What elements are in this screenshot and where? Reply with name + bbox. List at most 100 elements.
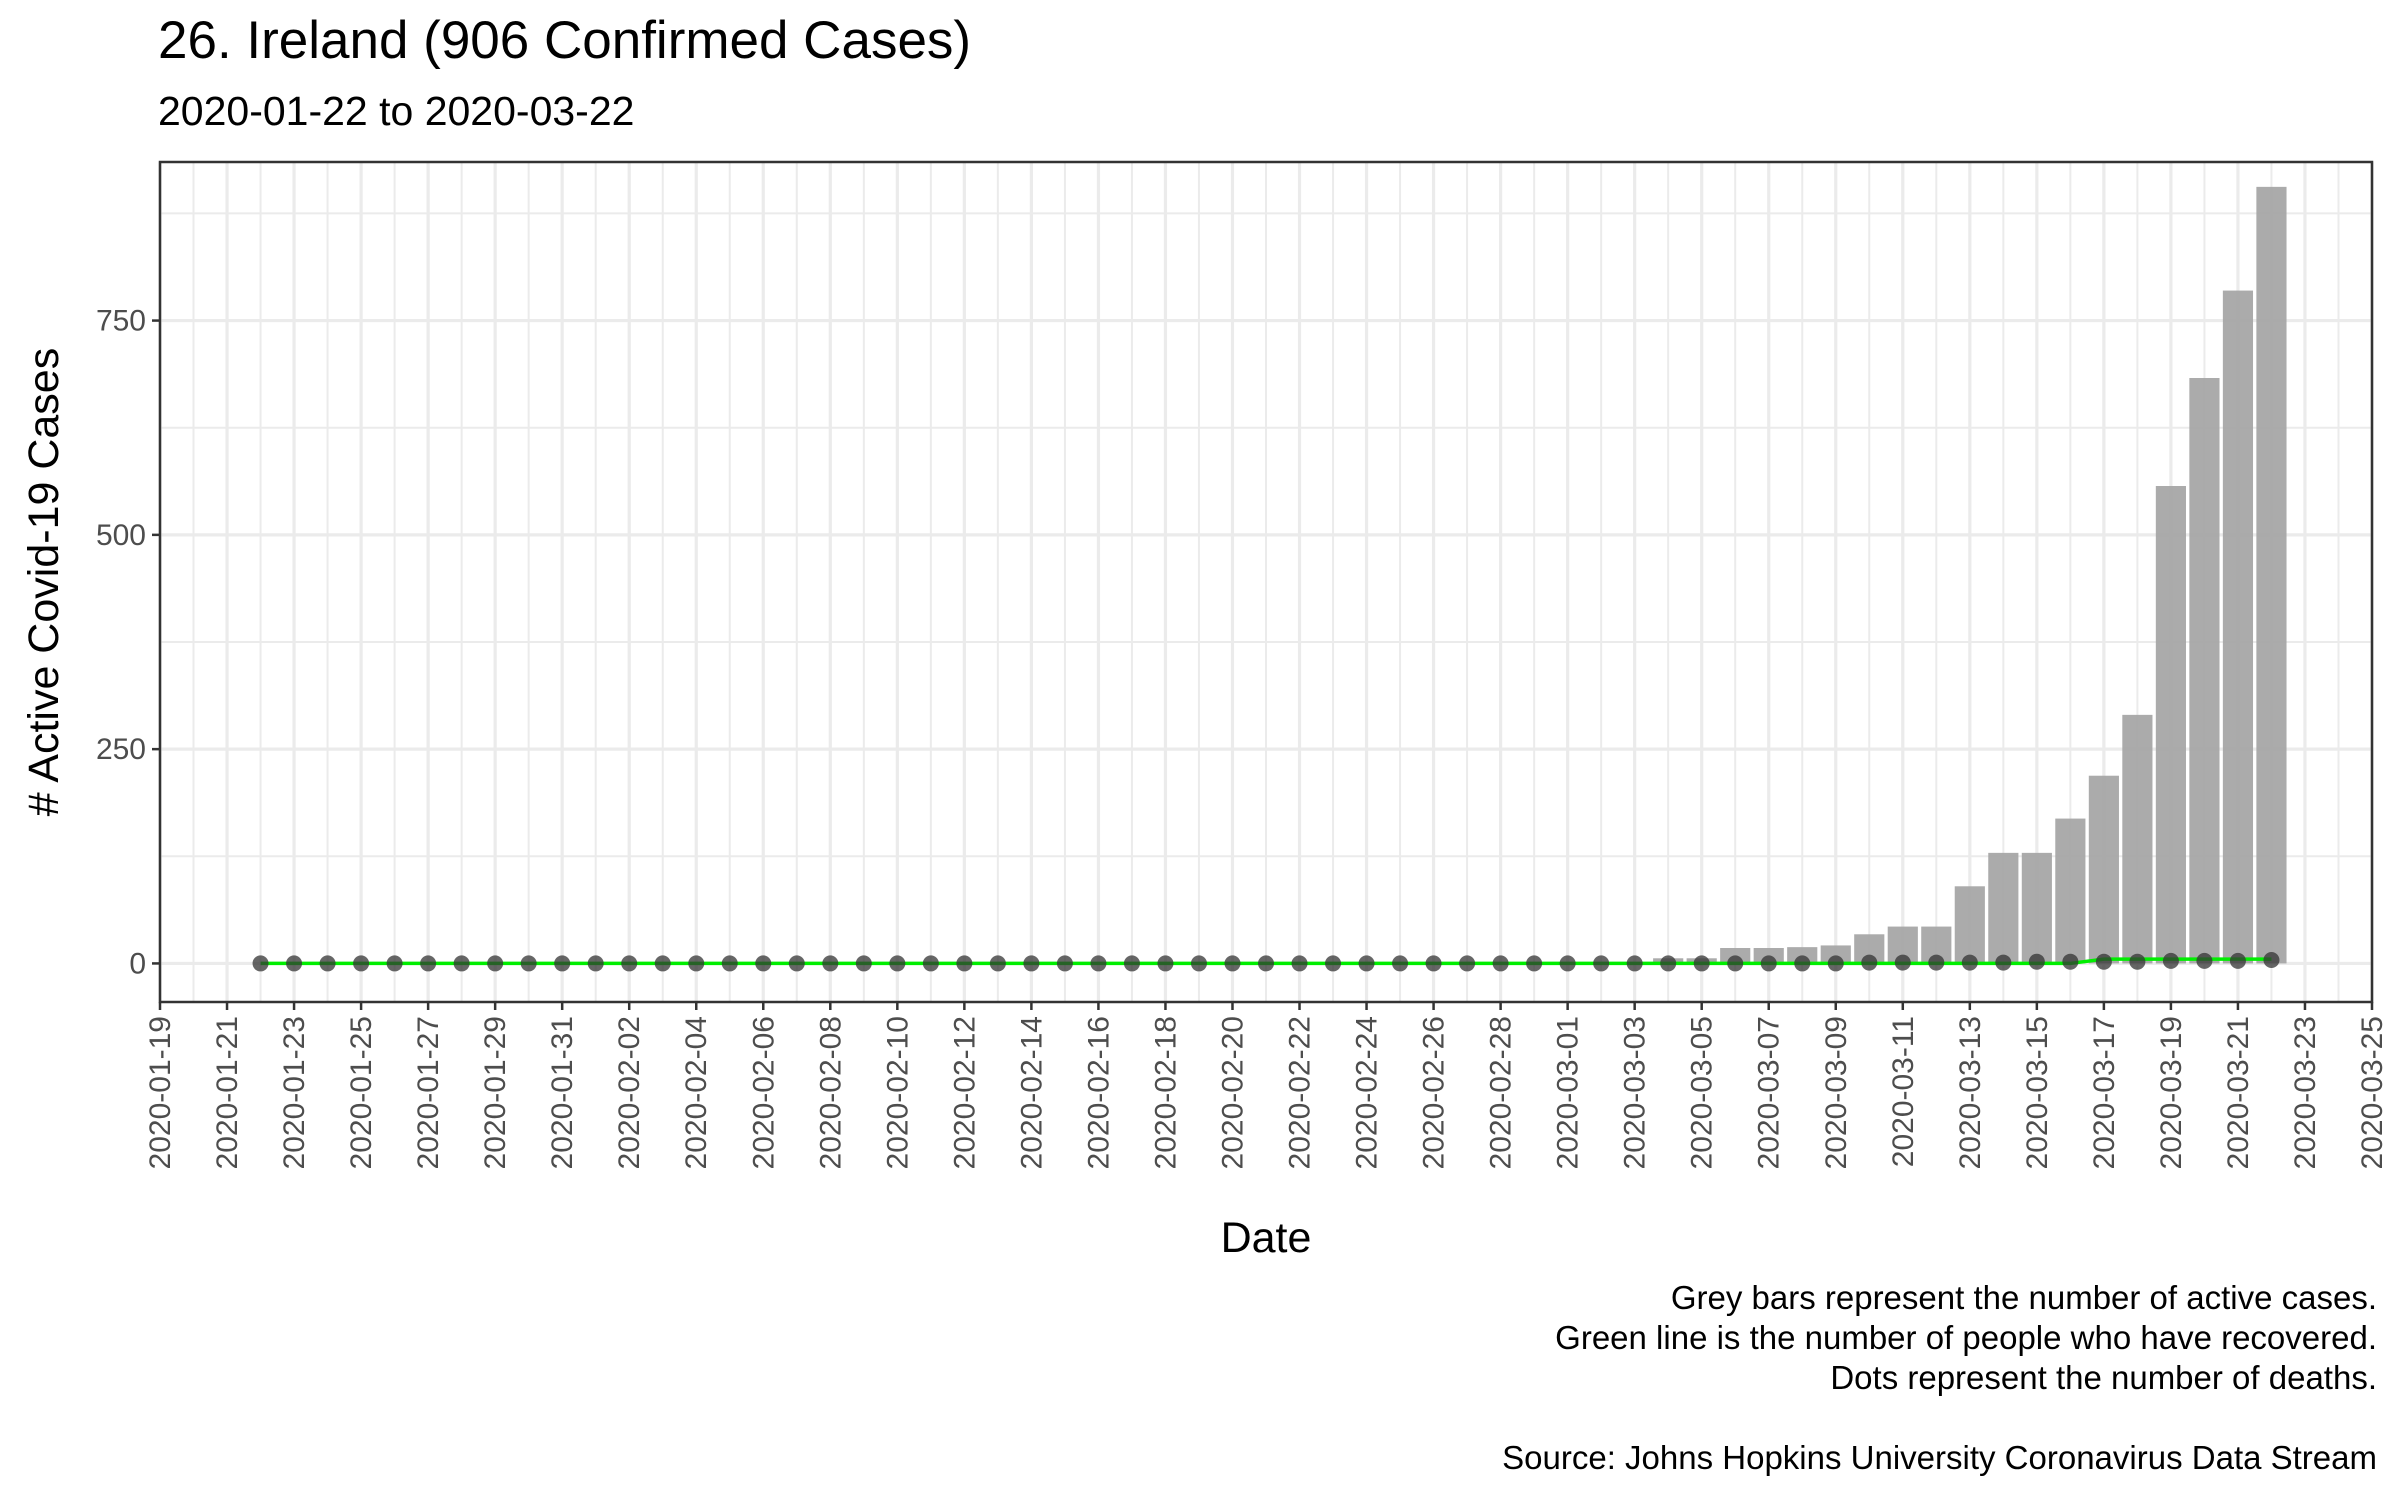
death-dot	[2129, 953, 2146, 970]
death-dot	[1794, 955, 1811, 972]
death-dot	[1827, 955, 1844, 972]
death-dot	[1693, 955, 1710, 972]
death-dot	[1425, 955, 1442, 972]
active-cases-bar	[1988, 852, 2019, 964]
death-dot	[654, 955, 671, 972]
death-dot	[1291, 955, 1308, 972]
x-tick-label: 2020-02-24	[1351, 1016, 1384, 1169]
active-cases-bar	[2055, 818, 2086, 964]
active-cases-bar	[1787, 947, 1818, 964]
active-cases-bar	[2155, 486, 2186, 964]
x-tick-label: 2020-03-17	[2088, 1016, 2121, 1169]
active-cases-bar	[2256, 186, 2287, 964]
death-dot	[520, 955, 537, 972]
active-cases-bar	[1954, 886, 1985, 964]
x-tick-label: 2020-02-04	[680, 1016, 713, 1169]
death-dot	[2162, 952, 2179, 969]
x-tick-label: 2020-02-10	[881, 1016, 914, 1169]
y-axis: 0 250 500 750	[96, 305, 160, 980]
caption-line: Dots represent the number of deaths.	[1830, 1359, 2377, 1396]
panel-border	[158, 160, 2374, 1004]
x-tick-label: 2020-03-03	[1619, 1016, 1652, 1169]
death-dot	[788, 955, 805, 972]
death-dot	[1023, 955, 1040, 972]
x-tick-label: 2020-03-15	[2021, 1016, 2054, 1169]
x-tick-label: 2020-03-23	[2289, 1016, 2322, 1169]
y-tick-label: 750	[96, 305, 146, 338]
x-tick-label: 2020-01-29	[479, 1016, 512, 1169]
caption: Grey bars represent the number of active…	[1502, 1278, 2377, 1478]
death-dot	[453, 955, 470, 972]
caption-source: Source: Johns Hopkins University Coronav…	[1502, 1439, 2377, 1476]
active-cases-bar	[2222, 290, 2254, 964]
x-tick-label: 2020-02-06	[747, 1016, 780, 1169]
x-tick-label: 2020-02-02	[613, 1016, 646, 1169]
death-dot	[353, 955, 370, 972]
death-dot	[1995, 954, 2012, 971]
death-dot	[2062, 953, 2079, 970]
active-cases-bar	[2122, 714, 2153, 964]
death-dot	[1727, 955, 1744, 972]
death-dot	[1861, 954, 1878, 971]
death-dot	[1392, 955, 1409, 972]
death-dot	[2229, 952, 2246, 969]
death-dot	[1559, 955, 1576, 972]
x-tick-label: 2020-01-27	[412, 1016, 445, 1169]
y-axis-title: # Active Covid-19 Cases	[20, 348, 68, 816]
x-tick-label: 2020-03-07	[1753, 1016, 1786, 1169]
x-tick-label: 2020-03-25	[2356, 1016, 2389, 1169]
x-axis: 2020-01-19 2020-01-21 2020-01-23 2020-01-25…	[144, 1002, 2389, 1169]
x-tick-label: 2020-01-23	[278, 1016, 311, 1169]
death-dot	[2028, 953, 2045, 970]
death-dot	[755, 955, 772, 972]
x-tick-label: 2020-02-26	[1418, 1016, 1451, 1169]
x-tick-label: 2020-02-16	[1082, 1016, 1115, 1169]
death-dot	[1123, 955, 1140, 972]
x-tick-label: 2020-02-22	[1284, 1016, 1317, 1169]
death-dot	[1593, 955, 1610, 972]
death-dot	[1961, 954, 1978, 971]
chart-title: 26. Ireland (906 Confirmed Cases)	[158, 11, 972, 70]
death-dot	[1660, 955, 1677, 972]
death-dot	[855, 955, 872, 972]
death-dot	[1157, 955, 1174, 972]
death-dot	[621, 955, 638, 972]
y-tick-label: 0	[129, 947, 146, 980]
death-dot	[688, 955, 705, 972]
deaths-dots	[252, 952, 2280, 972]
caption-line: Green line is the number of people who h…	[1555, 1319, 2377, 1356]
x-tick-label: 2020-02-20	[1216, 1016, 1249, 1169]
active-cases-bars	[1552, 186, 2287, 964]
death-dot	[1224, 955, 1241, 972]
y-tick-label: 250	[96, 733, 146, 766]
active-cases-bar	[1820, 945, 1851, 964]
x-tick-label: 2020-01-19	[144, 1016, 177, 1169]
death-dot	[1056, 955, 1073, 972]
death-dot	[922, 955, 939, 972]
death-dot	[587, 955, 604, 972]
x-tick-label: 2020-03-05	[1686, 1016, 1719, 1169]
x-tick-label: 2020-01-21	[211, 1016, 244, 1169]
active-cases-bar	[2021, 852, 2052, 964]
x-tick-label: 2020-02-28	[1485, 1016, 1518, 1169]
x-tick-label: 2020-02-14	[1015, 1016, 1048, 1169]
death-dot	[1526, 955, 1543, 972]
x-tick-label: 2020-03-11	[1887, 1016, 1920, 1167]
x-tick-label: 2020-03-13	[1954, 1016, 1987, 1169]
x-tick-label: 2020-03-09	[1820, 1016, 1853, 1169]
death-dot	[1760, 955, 1777, 972]
death-dot	[989, 955, 1006, 972]
death-dot	[2263, 952, 2280, 968]
death-dot	[1190, 955, 1207, 972]
death-dot	[721, 955, 738, 972]
x-tick-label: 2020-03-01	[1552, 1016, 1585, 1169]
x-tick-label: 2020-03-21	[2222, 1016, 2255, 1169]
x-tick-label: 2020-02-12	[948, 1016, 981, 1169]
death-dot	[956, 955, 973, 972]
caption-line	[1502, 1398, 2377, 1438]
active-cases-bar	[2189, 378, 2220, 964]
death-dot	[889, 955, 906, 972]
death-dot	[1492, 955, 1509, 972]
x-tick-label: 2020-03-19	[2155, 1016, 2188, 1169]
